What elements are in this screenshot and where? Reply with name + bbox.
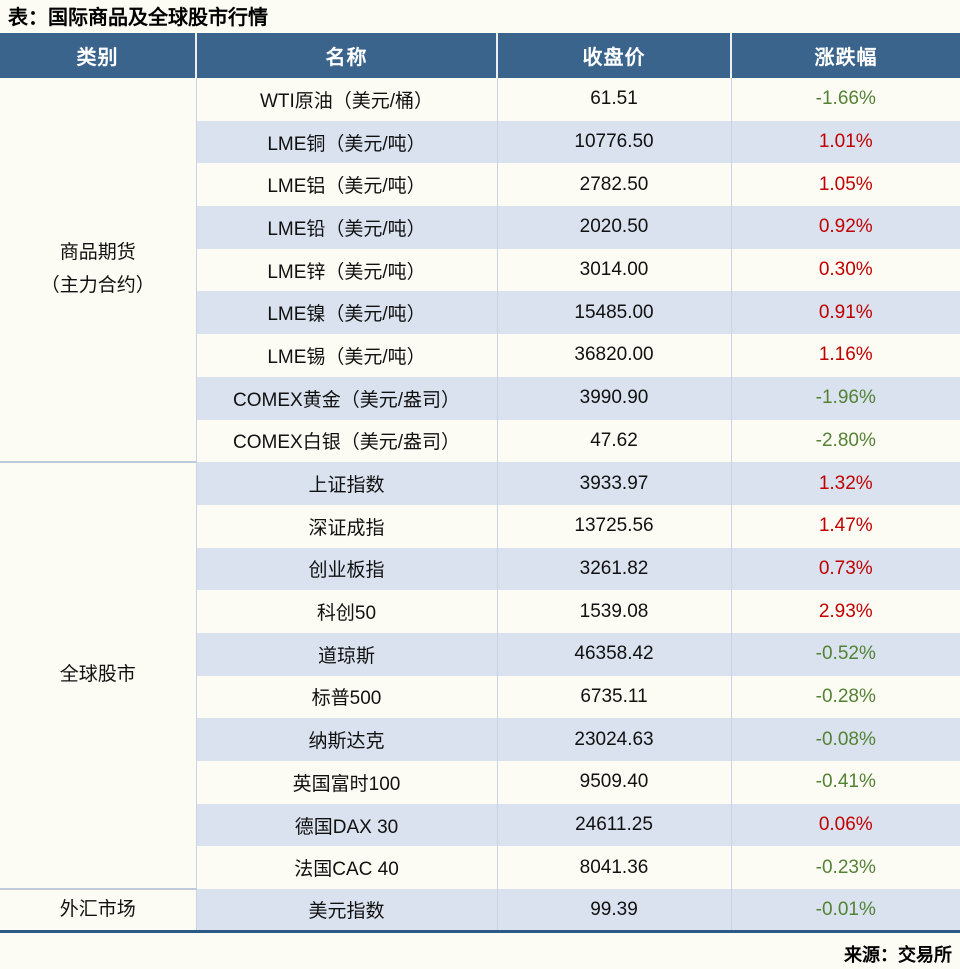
change-cell: 0.73% <box>730 547 960 591</box>
table-row: 标普500 6735.11 -0.28% <box>0 675 960 719</box>
table-row: 深证成指 13725.56 1.47% <box>0 504 960 548</box>
category-cell: 全球股市 <box>0 462 196 891</box>
source-note: 来源：交易所 <box>844 945 952 966</box>
header-name: 名称 <box>195 33 497 78</box>
close-cell: 8041.36 <box>496 846 731 890</box>
name-cell: 法国CAC 40 <box>195 846 497 890</box>
change-cell: 0.92% <box>730 206 960 249</box>
change-cell: -2.80% <box>730 419 960 463</box>
change-cell: -0.41% <box>730 761 960 804</box>
table-row: 商品期货 （主力合约） WTI原油（美元/桶） 61.51 -1.66% <box>0 78 960 464</box>
table-row: LME铜（美元/吨） 10776.50 1.01% <box>0 120 960 164</box>
close-cell: 46358.42 <box>496 632 731 676</box>
close-cell: 3990.90 <box>496 376 731 420</box>
header-close-price: 收盘价 <box>496 33 731 78</box>
name-cell: 科创50 <box>195 590 497 633</box>
name-cell: LME锡（美元/吨） <box>195 334 497 377</box>
table-row: 纳斯达克 23024.63 -0.08% <box>0 718 960 761</box>
change-cell: -0.23% <box>730 846 960 890</box>
close-cell: 9509.40 <box>496 761 731 804</box>
category-cell: 商品期货 （主力合约） <box>0 78 196 464</box>
name-cell: LME铝（美元/吨） <box>195 163 497 207</box>
table-row: 德国DAX 30 24611.25 0.06% <box>0 803 960 847</box>
change-cell: -1.66% <box>730 78 960 121</box>
close-cell: 2782.50 <box>496 163 731 207</box>
close-cell: 36820.00 <box>496 334 731 377</box>
close-cell: 10776.50 <box>496 120 731 164</box>
name-cell: COMEX黄金（美元/盎司） <box>195 376 497 420</box>
table-body: 商品期货 （主力合约） WTI原油（美元/桶） 61.51 -1.66% LME铜（美元… <box>0 78 960 932</box>
close-cell: 61.51 <box>496 78 731 121</box>
change-cell: -0.52% <box>730 632 960 676</box>
change-cell: 0.91% <box>730 291 960 335</box>
category-cell: 外汇市场 <box>0 889 196 932</box>
table-row: LME铝（美元/吨） 2782.50 1.05% <box>0 163 960 207</box>
close-cell: 6735.11 <box>496 675 731 719</box>
header-change-pct: 涨跌幅 <box>730 33 960 78</box>
page-title: 表：国际商品及全球股市行情 <box>8 7 268 29</box>
header-row: 类别 名称 收盘价 涨跌幅 <box>0 33 960 78</box>
name-cell: LME铅（美元/吨） <box>195 206 497 249</box>
name-cell: COMEX白银（美元/盎司） <box>195 419 497 463</box>
change-cell: 1.16% <box>730 334 960 377</box>
close-cell: 3933.97 <box>496 462 731 505</box>
change-cell: 0.30% <box>730 248 960 292</box>
table-row: 创业板指 3261.82 0.73% <box>0 547 960 591</box>
name-cell: 英国富时100 <box>195 761 497 804</box>
name-cell: 上证指数 <box>195 462 497 505</box>
change-cell: 1.05% <box>730 163 960 207</box>
close-cell: 99.39 <box>496 889 731 932</box>
close-cell: 3014.00 <box>496 248 731 292</box>
change-cell: -0.28% <box>730 675 960 719</box>
change-cell: 1.47% <box>730 504 960 548</box>
change-cell: 1.32% <box>730 462 960 505</box>
name-cell: 创业板指 <box>195 547 497 591</box>
change-cell: 1.01% <box>730 120 960 164</box>
name-cell: 深证成指 <box>195 504 497 548</box>
change-cell: -0.08% <box>730 718 960 761</box>
name-cell: LME铜（美元/吨） <box>195 120 497 164</box>
close-cell: 24611.25 <box>496 803 731 847</box>
header-category: 类别 <box>0 33 196 78</box>
table-row: 外汇市场 美元指数 99.39 -0.01% <box>0 889 960 932</box>
market-table: 类别 名称 收盘价 涨跌幅 商品期货 （主力合约） WTI原油（美元/桶） 61.5… <box>0 33 960 934</box>
table-row: COMEX白银（美元/盎司） 47.62 -2.80% <box>0 419 960 463</box>
table-row: 科创50 1539.08 2.93% <box>0 590 960 633</box>
close-cell: 3261.82 <box>496 547 731 591</box>
table-row: COMEX黄金（美元/盎司） 3990.90 -1.96% <box>0 376 960 420</box>
table-row: 道琼斯 46358.42 -0.52% <box>0 632 960 676</box>
close-cell: 1539.08 <box>496 590 731 633</box>
name-cell: 道琼斯 <box>195 632 497 676</box>
close-cell: 2020.50 <box>496 206 731 249</box>
name-cell: 德国DAX 30 <box>195 803 497 847</box>
change-cell: -1.96% <box>730 376 960 420</box>
change-cell: 2.93% <box>730 590 960 633</box>
table-row: LME镍（美元/吨） 15485.00 0.91% <box>0 291 960 335</box>
name-cell: LME锌（美元/吨） <box>195 248 497 292</box>
close-cell: 13725.56 <box>496 504 731 548</box>
close-cell: 23024.63 <box>496 718 731 761</box>
change-cell: 0.06% <box>730 803 960 847</box>
name-cell: LME镍（美元/吨） <box>195 291 497 335</box>
table-row: LME铅（美元/吨） 2020.50 0.92% <box>0 206 960 249</box>
table-row: LME锡（美元/吨） 36820.00 1.16% <box>0 334 960 377</box>
name-cell: 纳斯达克 <box>195 718 497 761</box>
close-cell: 47.62 <box>496 419 731 463</box>
table-row: 全球股市 上证指数 3933.97 1.32% <box>0 462 960 891</box>
table-row: 英国富时100 9509.40 -0.41% <box>0 761 960 804</box>
name-cell: 标普500 <box>195 675 497 719</box>
name-cell: 美元指数 <box>195 889 497 932</box>
close-cell: 15485.00 <box>496 291 731 335</box>
change-cell: -0.01% <box>730 889 960 932</box>
table-row: 法国CAC 40 8041.36 -0.23% <box>0 846 960 890</box>
name-cell: WTI原油（美元/桶） <box>195 78 497 121</box>
table-row: LME锌（美元/吨） 3014.00 0.30% <box>0 248 960 292</box>
